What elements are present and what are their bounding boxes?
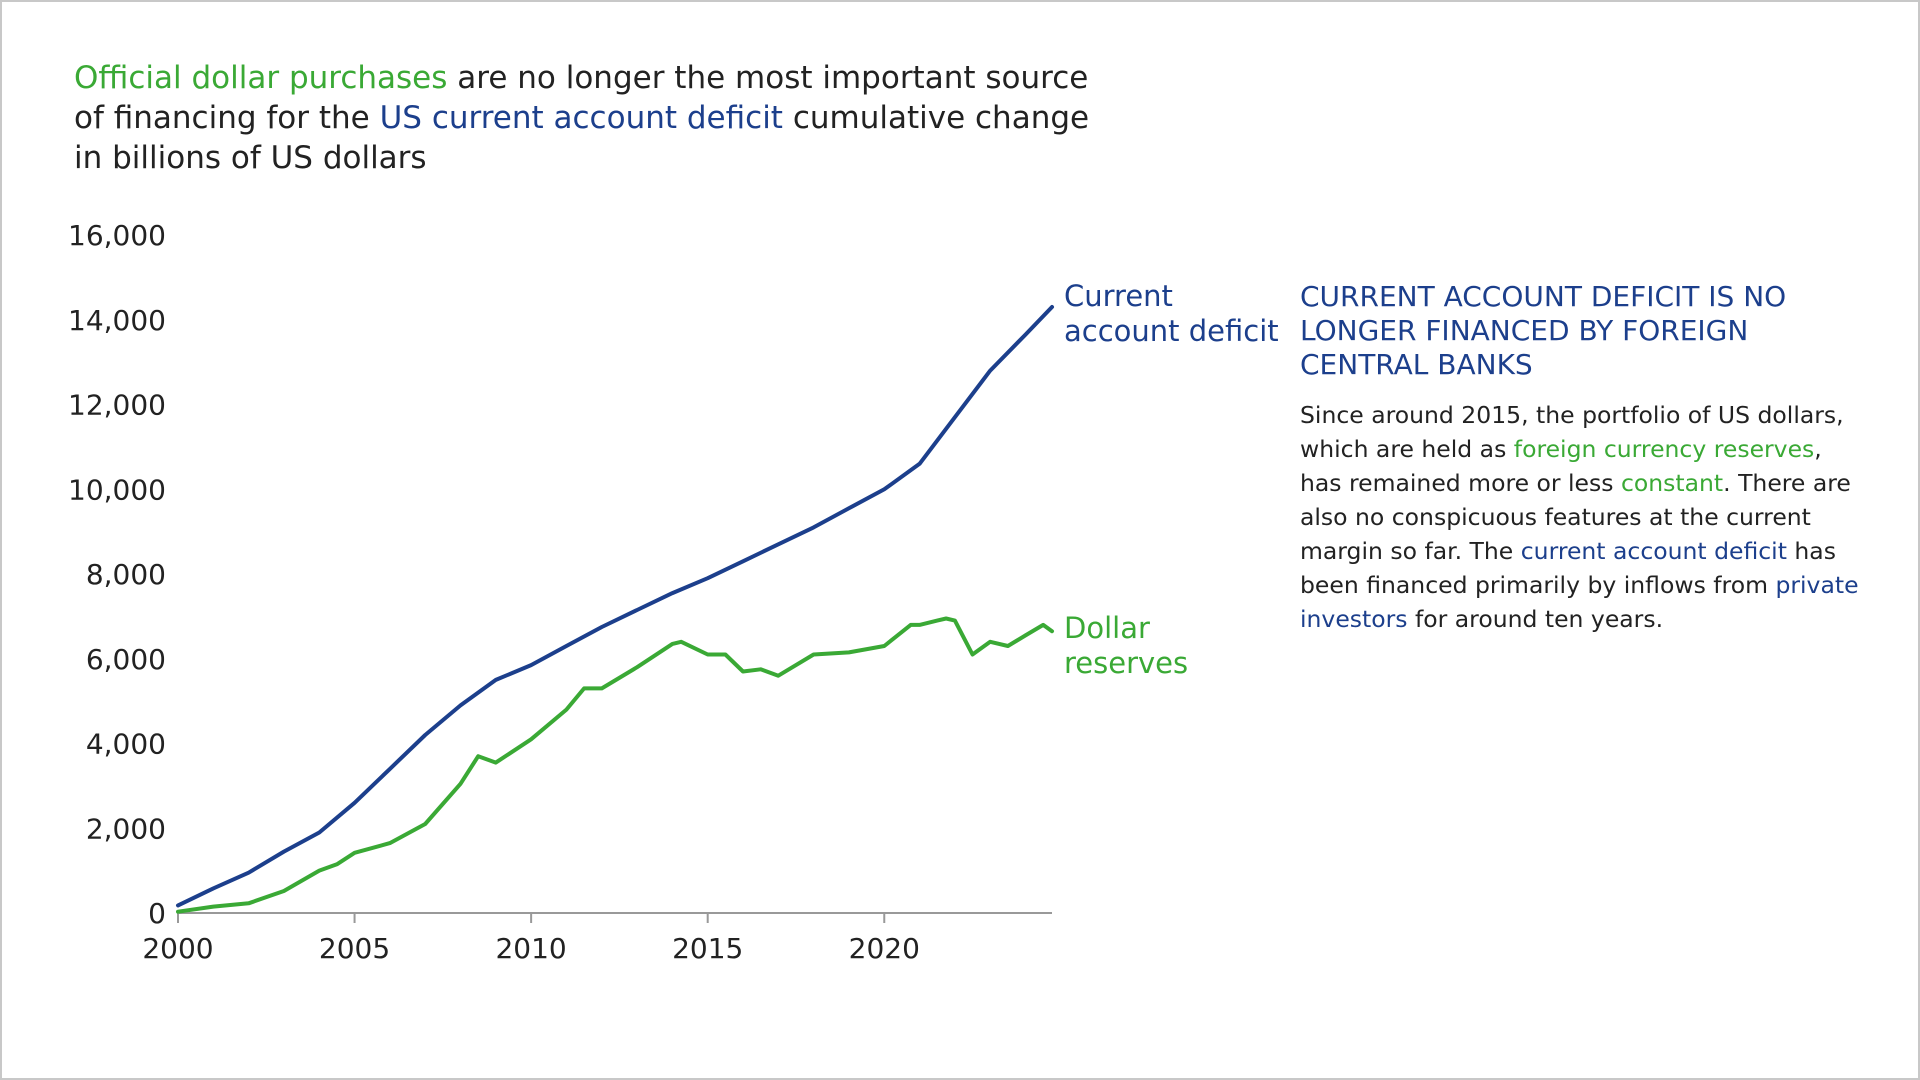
body-text-3: . There are also no conspicuous features… <box>1300 469 1851 565</box>
body-text-5: for around ten years. <box>1407 605 1664 633</box>
x-tick-label: 2020 <box>849 932 920 965</box>
current-account-deficit-label: Current account deficit <box>1064 279 1279 348</box>
chart-title: Official dollar purchases are no longer … <box>74 58 1104 178</box>
side-panel-body: Since around 2015, the portfolio of US d… <box>1300 398 1860 636</box>
body-current-account-deficit: current account deficit <box>1520 537 1787 565</box>
y-tick-label: 0 <box>148 897 166 930</box>
body-text-1: Since around 2015, the portfolio of US d… <box>1300 401 1844 463</box>
y-tick-label: 16,000 <box>68 219 166 252</box>
side-panel-heading: CURRENT ACCOUNT DEFICIT IS NO LONGER FIN… <box>1300 280 1787 381</box>
y-tick-label: 6,000 <box>86 643 166 676</box>
title-text-1: are no longer the most important source … <box>74 60 1089 136</box>
series-label-line: Current <box>1064 279 1173 313</box>
series-label-line: reserves <box>1064 646 1188 680</box>
series-label-line: account deficit <box>1064 314 1279 348</box>
title-us-current-account-deficit: US current account deficit <box>379 100 783 136</box>
title-official-dollar-purchases: Official dollar purchases <box>74 60 448 96</box>
x-tick-label: 2000 <box>142 932 213 965</box>
body-foreign-currency-reserves: foreign currency reserves <box>1513 435 1815 463</box>
current-account-deficit-line <box>176 305 1054 908</box>
body-private-investors: private investors <box>1300 571 1859 633</box>
y-tick-label: 8,000 <box>86 558 166 591</box>
body-text-2: , has remained more or less <box>1300 435 1822 497</box>
dollar-reserves-line <box>176 616 1054 914</box>
y-tick-label: 10,000 <box>68 473 166 506</box>
x-tick-label: 2010 <box>495 932 566 965</box>
y-tick-label: 2,000 <box>86 812 166 845</box>
title-text-2: cumulative change in billions of US doll… <box>74 100 1090 176</box>
x-tick-label: 2005 <box>319 932 390 965</box>
body-text-4: has been financed primarily by inflows f… <box>1300 537 1836 599</box>
dollar-reserves-label: Dollar reserves <box>1064 611 1188 680</box>
y-tick-label: 14,000 <box>68 304 166 337</box>
body-constant: constant <box>1620 469 1724 497</box>
series-label-line: Dollar <box>1064 611 1150 645</box>
y-tick-label: 12,000 <box>68 389 166 422</box>
y-tick-label: 4,000 <box>86 728 166 761</box>
x-tick-label: 2015 <box>672 932 743 965</box>
